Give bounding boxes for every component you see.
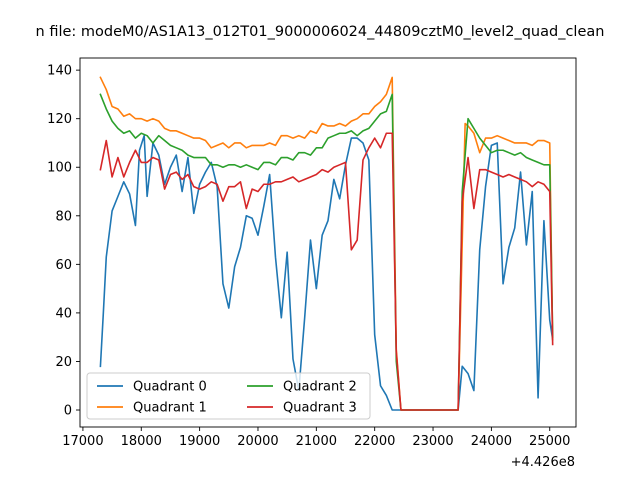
x-tick-label: 22000 <box>354 434 395 449</box>
y-tick-label: 100 <box>47 161 72 176</box>
y-tick-label: 0 <box>64 404 72 419</box>
series-line-quadrant-3 <box>99 132 554 411</box>
y-tick-label: 80 <box>55 209 72 224</box>
y-tick-label: 120 <box>47 112 72 127</box>
legend: Quadrant 0 Quadrant 1 Quadrant 2 Quadrant 3 <box>86 372 371 420</box>
y-tick-label: 40 <box>55 306 72 321</box>
x-tick-label: 25000 <box>529 434 570 449</box>
series-line-quadrant-1 <box>99 76 554 411</box>
y-tick-label: 60 <box>55 258 72 273</box>
series-line-quadrant-2 <box>99 93 554 411</box>
x-tick-label: 18000 <box>121 434 162 449</box>
x-tick-label: 17000 <box>62 434 103 449</box>
x-tick-label: 21000 <box>296 434 337 449</box>
legend-label-quadrant-2: Quadrant 2 <box>283 380 357 395</box>
x-axis-offset-label: +4.426e8 <box>511 455 575 470</box>
legend-label-quadrant-1: Quadrant 1 <box>133 401 207 416</box>
legend-label-quadrant-0: Quadrant 0 <box>133 380 207 395</box>
chart-title: n file: modeM0/AS1A13_012T01_9000006024_… <box>36 24 605 40</box>
legend-box <box>86 372 371 420</box>
x-tick-label: 23000 <box>412 434 453 449</box>
legend-label-quadrant-3: Quadrant 3 <box>283 401 357 416</box>
plot-area <box>80 58 576 427</box>
x-tick-label: 20000 <box>237 434 278 449</box>
x-tick-label: 19000 <box>179 434 220 449</box>
x-tick-label: 24000 <box>471 434 512 449</box>
axes-frame <box>79 57 577 428</box>
series-line-quadrant-0 <box>99 134 554 411</box>
y-tick-label: 20 <box>55 355 72 370</box>
y-tick-label: 140 <box>47 64 72 79</box>
